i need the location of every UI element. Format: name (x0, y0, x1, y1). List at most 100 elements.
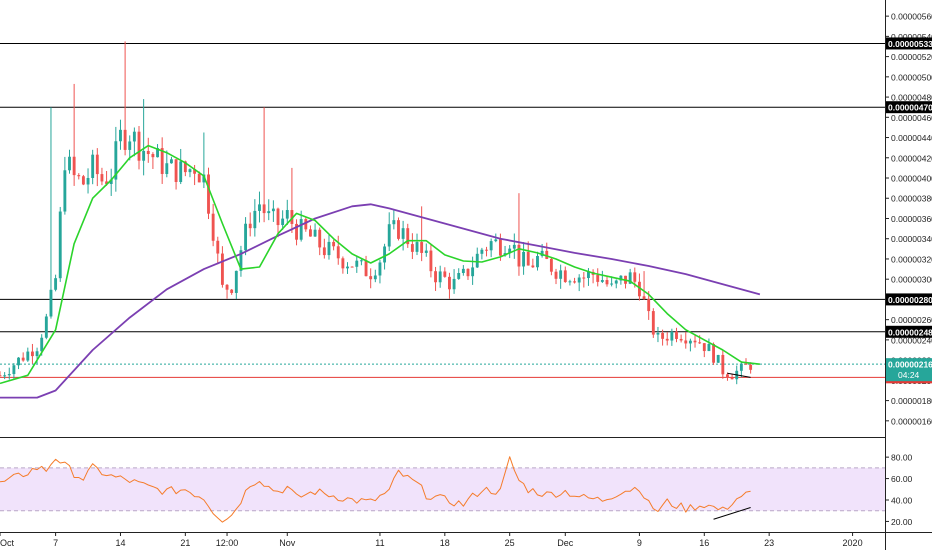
candle-body (633, 272, 637, 282)
candle-body (373, 275, 377, 280)
time-tick-label: 21 (180, 538, 190, 548)
candle-body (211, 213, 215, 241)
price-tick-label: 0.00000520 (891, 52, 932, 62)
candle-body (327, 241, 331, 256)
price-tick-label: 0.00000540 (891, 32, 932, 42)
candle-body (661, 332, 665, 339)
candle-body (721, 354, 725, 375)
candle-body (30, 351, 34, 357)
candle-body (693, 340, 697, 343)
candle-body (420, 242, 424, 253)
candle-body (262, 204, 266, 214)
candle-body (415, 242, 419, 252)
candle-body (128, 141, 132, 150)
candle-body (466, 268, 470, 277)
rsi-tick-label: 40.00 (891, 496, 913, 506)
candle-body (378, 262, 382, 276)
level-label-text: 0.00000280 (888, 295, 932, 305)
candle-body (401, 228, 405, 239)
candle-body (165, 163, 169, 174)
candle-body (216, 240, 220, 254)
candle-body (461, 268, 465, 274)
price-tick-label: 0.00000460 (891, 113, 932, 123)
candle-body (58, 211, 62, 279)
candle-body (573, 281, 576, 283)
time-tick-label: 2020 (843, 538, 863, 548)
candle-body (730, 377, 734, 380)
candle-body (160, 148, 164, 174)
candle-body (119, 129, 122, 142)
price-divergence-trendline[interactable] (727, 372, 751, 378)
price-tick-label: 0.00000260 (891, 315, 932, 325)
candle-body (675, 331, 678, 339)
candle-body (290, 210, 294, 224)
candle-body (443, 271, 447, 277)
candle-body (193, 169, 197, 174)
candle-body (637, 281, 641, 297)
candle-body (596, 274, 600, 282)
candle-body (619, 275, 623, 281)
candle-body (142, 150, 146, 161)
candle-body (628, 272, 632, 284)
candle-body (410, 244, 414, 252)
candle-body (281, 218, 285, 226)
candle-body (364, 260, 368, 277)
candle-body (485, 249, 488, 251)
time-tick-label: 14 (115, 538, 125, 548)
candle-body (512, 244, 516, 249)
candle-body (179, 161, 183, 183)
level-label-text: 0.00000470 (888, 103, 932, 113)
candle-body (424, 250, 428, 253)
candle-body (100, 174, 104, 182)
candle-body (183, 161, 187, 173)
time-tick-label: Dec (557, 538, 574, 548)
candle-body (517, 244, 521, 267)
candle-body (387, 224, 391, 247)
candle-body (665, 338, 669, 341)
candle-body (605, 280, 609, 285)
candle-body (698, 342, 702, 344)
time-tick-label: 12:00 (216, 538, 239, 548)
candle-body (647, 299, 651, 312)
candle-body (656, 332, 660, 335)
candle-body (95, 154, 99, 175)
candle-body (170, 159, 173, 164)
candle-body (489, 241, 493, 251)
candle-body (68, 156, 71, 171)
candle-body (522, 251, 526, 267)
candle-body (554, 271, 558, 279)
candle-body (369, 276, 373, 280)
price-tick-label: 0.00000420 (891, 153, 932, 163)
time-tick-label: 23 (764, 538, 774, 548)
candle-body (109, 179, 113, 184)
rsi-line (0, 456, 751, 523)
candle-body (563, 270, 567, 283)
candle-body (536, 255, 539, 268)
rsi-divergence-trendline[interactable] (713, 507, 751, 520)
price-tick-label: 0.00000380 (891, 194, 932, 204)
candle-body (132, 131, 136, 142)
candle-body (137, 131, 141, 161)
candle-body (49, 289, 53, 317)
time-tick-label: Nov (279, 538, 296, 548)
candle-body (336, 246, 340, 259)
time-tick-label: 18 (440, 538, 450, 548)
candle-body (54, 278, 58, 290)
candle-body (355, 260, 359, 267)
time-tick-label: 7 (53, 538, 58, 548)
price-tick-label: 0.00000300 (891, 275, 932, 285)
candle-body (17, 357, 20, 366)
candle-body (577, 277, 581, 283)
candle-body (471, 267, 475, 277)
candle-body (531, 265, 535, 268)
candle-body (406, 228, 410, 245)
candle-body (397, 220, 400, 239)
candle-body (244, 223, 248, 251)
rsi-tick-label: 60.00 (891, 474, 913, 484)
price-tick-label: 0.00000340 (891, 234, 932, 244)
level-label-badge (886, 101, 932, 114)
candle-body (383, 246, 387, 263)
price-tick-label: 0.00000240 (891, 335, 932, 345)
